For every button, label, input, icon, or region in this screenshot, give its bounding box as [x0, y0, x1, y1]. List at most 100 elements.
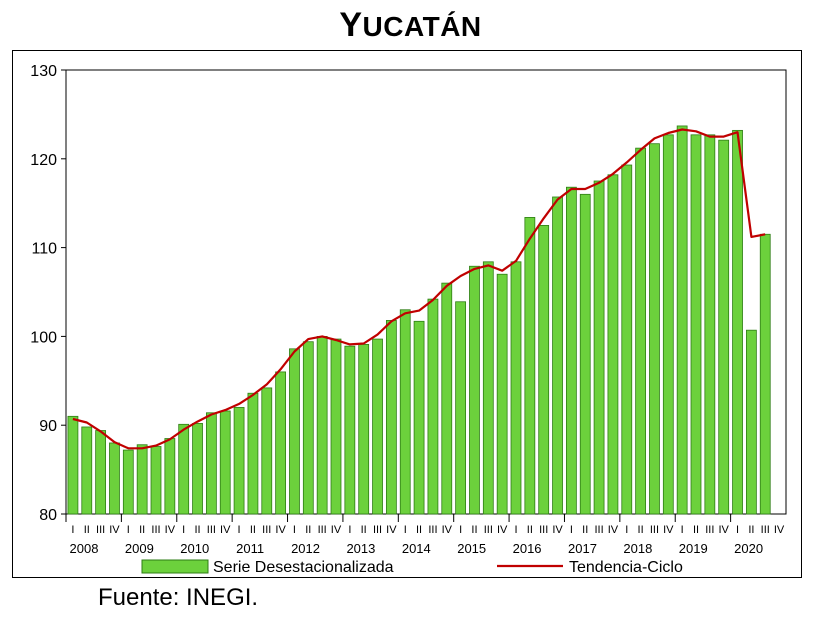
quarter-label: II	[361, 524, 367, 536]
quarter-label: I	[238, 524, 241, 536]
quarter-label: IV	[220, 524, 231, 536]
bar-24	[399, 309, 411, 515]
quarter-label: II	[416, 524, 422, 536]
bar-29	[469, 265, 480, 515]
bar-20	[344, 345, 356, 515]
quarter-label: I	[348, 524, 351, 536]
year-label: 2008	[70, 541, 99, 556]
bar-37	[579, 193, 591, 515]
quarter-label: I	[570, 524, 573, 536]
quarter-label: II	[693, 524, 699, 536]
quarter-label: II	[250, 524, 256, 536]
bar-10	[205, 412, 217, 515]
bar-11	[219, 410, 231, 515]
year-label: 2010	[180, 541, 209, 556]
quarter-label: III	[373, 524, 382, 536]
year-label: 2018	[623, 541, 652, 556]
year-label: 2012	[291, 541, 320, 556]
quarter-label: II	[582, 524, 588, 536]
plot-area	[65, 69, 787, 515]
bar-3	[109, 442, 120, 515]
quarter-label: IV	[442, 524, 453, 536]
bar-43	[662, 134, 674, 515]
quarter-label: IV	[386, 524, 397, 536]
quarter-label: I	[625, 524, 628, 536]
quarter-label: II	[638, 524, 644, 536]
quarter-label: IV	[552, 524, 563, 536]
quarter-label: IV	[774, 524, 785, 536]
quarter-label: I	[404, 524, 407, 536]
bar-14	[261, 387, 273, 515]
bar-45	[690, 134, 702, 515]
bar-23	[385, 320, 397, 515]
year-label: 2017	[568, 541, 597, 556]
year-label: 2016	[513, 541, 542, 556]
year-label: 2013	[346, 541, 375, 556]
bar-9	[192, 423, 203, 515]
quarter-label: II	[748, 524, 754, 536]
year-label: 2019	[679, 541, 708, 556]
quarter-label: IV	[497, 524, 508, 536]
quarter-label: IV	[331, 524, 342, 536]
y-tick-label: 100	[30, 329, 57, 346]
bar-18	[316, 335, 328, 515]
quarter-label: II	[305, 524, 311, 536]
quarter-label: I	[681, 524, 684, 536]
quarter-label: III	[539, 524, 548, 536]
source-note: Fuente: INEGI.	[98, 584, 259, 611]
bar-39	[607, 174, 619, 515]
bar-46	[704, 134, 716, 515]
quarter-label: III	[705, 524, 714, 536]
bar-36	[566, 186, 577, 515]
quarter-label: III	[594, 524, 603, 536]
quarter-label: II	[139, 524, 145, 536]
quarter-label: IV	[718, 524, 729, 536]
bar-48	[732, 129, 743, 515]
y-tick-label: 130	[30, 63, 57, 80]
legend-line-label: Tendencia-Ciclo	[569, 559, 683, 576]
quarter-label: III	[761, 524, 770, 536]
bar-49	[746, 329, 757, 515]
quarter-label: I	[736, 524, 739, 536]
bar-31	[496, 273, 508, 515]
quarter-label: I	[127, 524, 130, 536]
bar-26	[427, 298, 439, 515]
bar-1	[81, 426, 93, 515]
bar-22	[372, 338, 383, 515]
bar-28	[455, 301, 466, 515]
bar-12	[233, 407, 245, 515]
bar-41	[635, 147, 647, 515]
quarter-label: III	[428, 524, 437, 536]
bar-17	[302, 341, 314, 515]
legend-bar-label: Serie Desestacionalizada	[213, 559, 394, 576]
quarter-label: II	[527, 524, 533, 536]
quarter-label: IV	[608, 524, 619, 536]
bar-8	[178, 423, 190, 515]
legend-bar-swatch	[141, 559, 209, 574]
bar-27	[441, 282, 453, 515]
y-tick-label: 120	[30, 152, 57, 169]
quarter-label: I	[514, 524, 517, 536]
quarter-label: IV	[275, 524, 286, 536]
bar-47	[718, 139, 730, 515]
quarter-label: I	[71, 524, 74, 536]
year-label: 2009	[125, 541, 154, 556]
quarter-label: II	[194, 524, 200, 536]
bar-16	[289, 348, 300, 515]
quarter-label: II	[84, 524, 90, 536]
bar-38	[593, 180, 605, 515]
y-tick-label: 110	[31, 241, 57, 258]
year-label: 2015	[457, 541, 486, 556]
quarter-label: III	[207, 524, 216, 536]
bar-13	[247, 392, 259, 515]
bar-34	[538, 224, 550, 515]
quarter-label: III	[262, 524, 271, 536]
bar-6	[150, 446, 162, 515]
bar-44	[676, 125, 688, 515]
quarter-label: III	[484, 524, 493, 536]
year-label: 2011	[236, 541, 264, 556]
bar-25	[413, 320, 425, 515]
bar-42	[649, 143, 660, 515]
y-tick-label: 80	[39, 507, 57, 524]
